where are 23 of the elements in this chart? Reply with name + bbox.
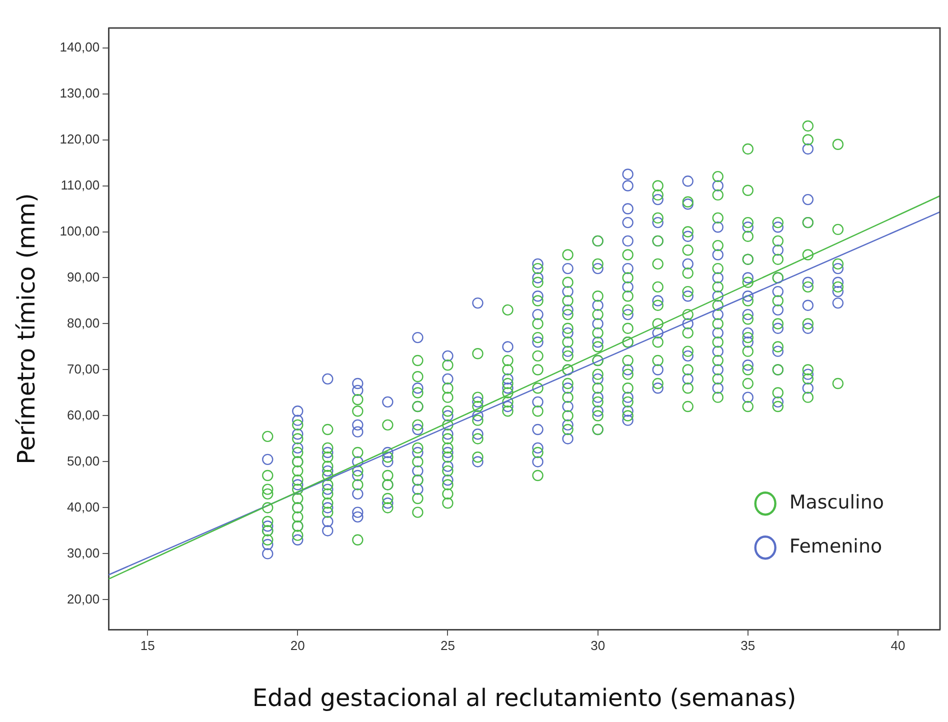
legend-label: Masculino (789, 492, 884, 514)
x-axis-title: Edad gestacional al reclutamiento (semanas) (252, 684, 796, 712)
x-tick-label: 25 (440, 638, 455, 653)
y-tick-label: 50,00 (67, 453, 100, 468)
y-tick-label: 100,00 (60, 223, 100, 238)
x-tick-label: 15 (140, 638, 155, 653)
y-axis-title: Perímetro tímico (mm) (12, 193, 41, 464)
y-tick-label: 30,00 (67, 545, 100, 560)
legend-label: Femenino (789, 536, 882, 558)
x-tick-label: 40 (890, 638, 906, 653)
y-tick-label: 110,00 (60, 177, 100, 192)
y-tick-label: 80,00 (67, 315, 100, 330)
y-tick-label: 130,00 (60, 85, 100, 100)
y-tick-label: 60,00 (67, 407, 100, 422)
y-tick-label: 40,00 (67, 499, 100, 514)
y-tick-label: 120,00 (60, 131, 100, 146)
y-tick-label: 70,00 (67, 361, 100, 376)
y-tick-label: 140,00 (60, 39, 100, 54)
y-tick-label: 20,00 (67, 591, 100, 606)
y-tick-label: 90,00 (67, 269, 100, 284)
x-tick-label: 35 (740, 638, 756, 653)
x-tick-label: 20 (290, 638, 305, 653)
x-tick-label: 30 (590, 638, 606, 653)
